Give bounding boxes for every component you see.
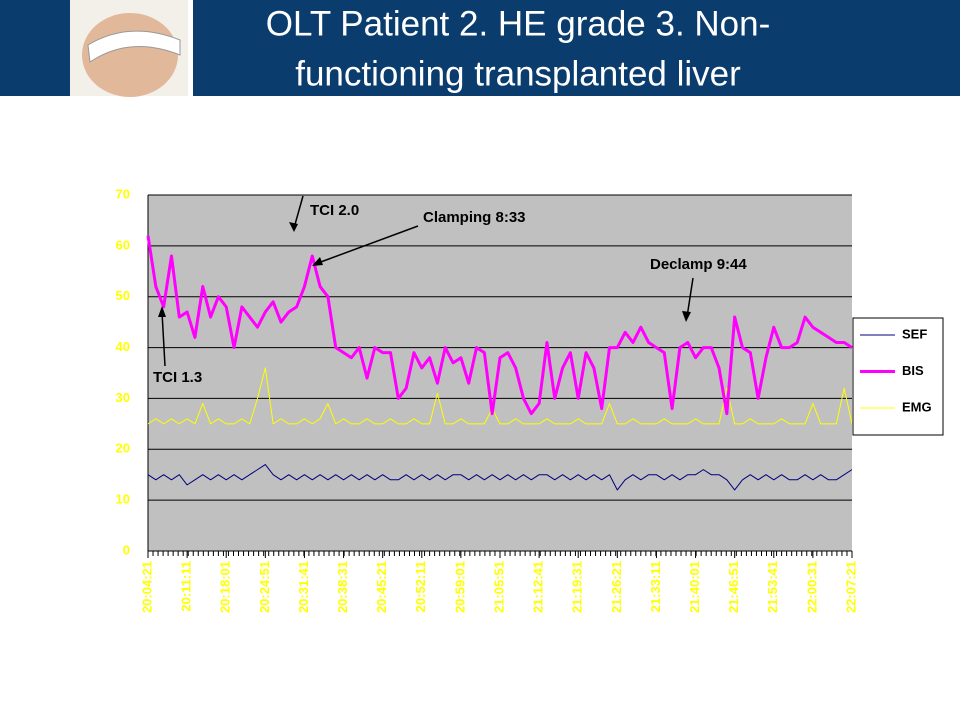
y-tick-label: 60 [116,237,130,252]
x-tick-label: 21:05:51 [491,561,506,613]
arrow [161,311,166,367]
x-tick-label: 20:52:11 [413,561,428,612]
legend-label: SEF [902,326,927,341]
series-line [146,235,853,416]
y-tick-label: 10 [116,492,130,507]
x-tick-label: 20:18:01 [218,561,233,613]
x-tick-label: 20:59:01 [452,561,467,613]
title-line: OLT Patient 2. HE grade 3. Non- [266,4,771,43]
y-tick-label: 0 [123,542,130,557]
x-tick-label: 21:46:51 [726,561,741,613]
x-tick-label: 21:19:31 [570,561,585,613]
series-line [147,464,853,491]
y-tick-label: 50 [116,288,130,303]
x-tick-label: 21:53:41 [765,561,780,613]
x-tick-label: 20:24:51 [257,561,272,613]
x-tick-label: 20:11:11 [179,561,194,612]
annotation: Declamp 9:44 [650,256,747,273]
x-tick-label: 21:40:01 [687,561,702,613]
annotation: Clamping 8:33 [423,209,526,226]
y-tick-label: 40 [116,339,130,354]
legend-label: BIS [902,363,924,378]
annotation: TCI 2.0 [310,202,359,219]
header-gap [188,0,193,96]
x-tick-label: 20:45:21 [374,561,389,613]
x-tick-label: 20:31:41 [296,561,311,613]
y-tick-label: 70 [116,186,130,201]
legend-label: EMG [902,399,932,414]
series-line [147,367,853,425]
arrowhead [289,222,298,232]
x-tick-label: 21:26:21 [609,561,624,613]
x-tick-label: 20:04:21 [139,561,154,613]
x-tick-label: 21:33:11 [648,561,663,612]
chart: 0 10 20 30 40 50 60 70 20:04:21 20:11:11 20:18:01 2… [116,186,944,613]
arrowhead [312,257,323,266]
y-tick-label: 20 [116,441,130,456]
x-tick-label: 20:38:31 [335,561,350,613]
photo-sensor [87,30,181,63]
y-tick-label: 30 [116,390,130,405]
x-tick-label: 22:07:21 [843,561,858,613]
plot-area [148,195,852,551]
arrowhead [682,311,691,322]
title-line: functioning transplanted liver [295,54,741,93]
arrow [293,195,304,229]
arrow [317,225,419,264]
arrow [686,277,694,318]
annotation: TCI 1.3 [153,369,202,386]
x-tick-label: 21:12:41 [531,561,546,613]
arrowhead [158,306,166,317]
legend-box [852,317,944,436]
x-tick-label: 22:00:31 [804,561,819,613]
